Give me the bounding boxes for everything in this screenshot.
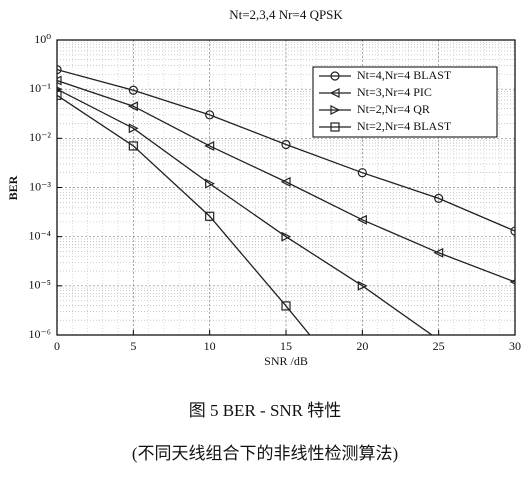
marker	[281, 139, 291, 150]
y-tick-label: 10⁻²	[29, 130, 51, 144]
x-tick-label: 0	[54, 339, 60, 353]
marker	[356, 214, 367, 225]
marker	[128, 85, 138, 95]
marker	[434, 193, 444, 204]
marker	[280, 176, 291, 187]
x-axis-label: SNR /dB	[264, 354, 308, 368]
x-tick-label: 30	[509, 339, 521, 353]
legend-label: Nt=4,Nr=4 BLAST	[357, 68, 452, 82]
marker	[204, 140, 215, 151]
marker	[330, 71, 340, 81]
marker	[127, 101, 138, 112]
marker	[357, 280, 368, 291]
legend-label: Nt=2,Nr=4 QR	[357, 102, 430, 116]
marker	[128, 141, 138, 151]
legend-label: Nt=2,Nr=4 BLAST	[357, 119, 452, 133]
series-line	[57, 94, 311, 335]
marker	[57, 75, 62, 86]
series-line	[57, 79, 515, 283]
marker	[205, 110, 215, 120]
marker	[205, 178, 216, 189]
marker	[330, 105, 341, 115]
y-tick-label: 10⁻³	[29, 179, 51, 193]
legend-box	[312, 66, 498, 138]
marker	[205, 211, 215, 221]
marker	[281, 301, 291, 311]
caption: 图 5 BER - SNR 特性	[189, 401, 342, 420]
y-tick-label: 10⁻⁵	[28, 278, 51, 292]
y-tick-label: 10⁻¹	[29, 81, 51, 95]
x-tick-label: 20	[356, 339, 368, 353]
x-tick-label: 5	[130, 339, 136, 353]
y-tick-label: 10⁻⁶	[28, 327, 51, 341]
marker	[358, 395, 366, 403]
series-line	[57, 68, 515, 232]
x-tick-label: 15	[280, 339, 292, 353]
series-line	[57, 88, 434, 335]
marker	[329, 88, 340, 98]
legend-label: Nt=3,Nr=4 PIC	[357, 85, 432, 99]
marker	[433, 247, 444, 258]
plot-frame	[56, 39, 516, 336]
y-tick-label: 10⁻⁴	[28, 228, 51, 242]
subcaption: (不同天线组合下的非线性检测算法)	[132, 444, 398, 463]
marker	[57, 90, 62, 100]
marker	[357, 168, 367, 178]
marker	[330, 122, 340, 132]
plot-area	[57, 65, 515, 403]
marker	[510, 226, 515, 236]
x-tick-label: 25	[433, 339, 445, 353]
marker	[281, 231, 292, 242]
chart-title: Nt=2,3,4 Nr=4 QPSK	[229, 7, 343, 22]
marker	[128, 123, 139, 134]
marker	[57, 65, 62, 75]
x-tick-label: 10	[204, 339, 216, 353]
y-axis-label: BER	[6, 175, 20, 200]
y-tick-label: 10⁰	[34, 32, 51, 46]
